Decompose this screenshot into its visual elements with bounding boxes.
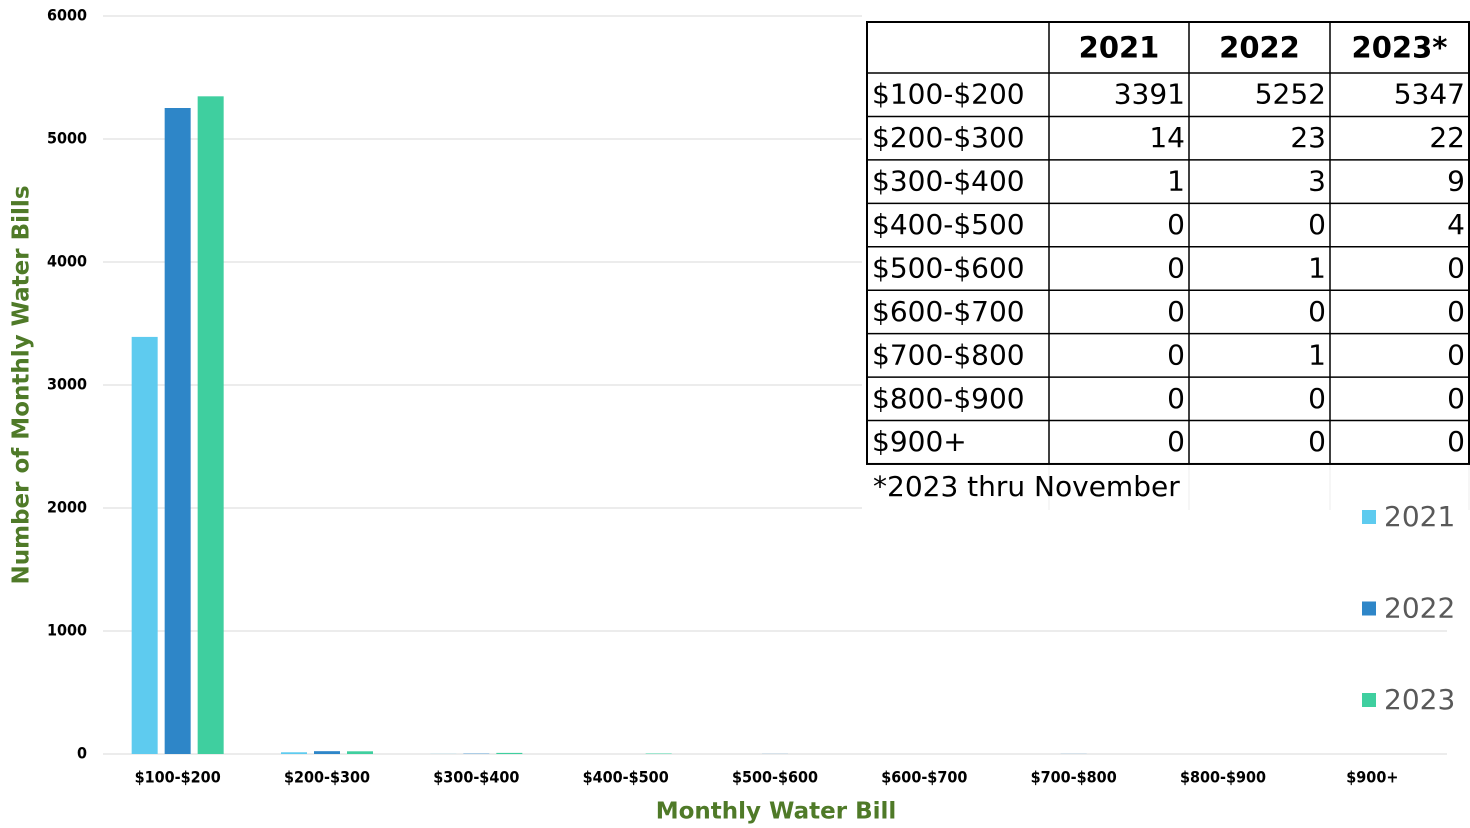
table-row-label: $100-$200 — [872, 78, 1025, 111]
y-tick-label: 5000 — [47, 129, 87, 148]
table-row-label: $900+ — [872, 425, 967, 458]
table-cell: 1 — [1167, 165, 1185, 198]
table-cell: 0 — [1308, 208, 1326, 241]
table-row-label: $200-$300 — [872, 121, 1025, 154]
y-tick-label: 3000 — [47, 375, 87, 394]
table-header: 2023* — [1352, 31, 1448, 65]
table-cell: 0 — [1167, 382, 1185, 415]
table-cell: 0 — [1447, 425, 1465, 458]
table-cell: 1 — [1308, 338, 1326, 371]
table-header: 2022 — [1219, 31, 1300, 65]
table-cell: 23 — [1290, 121, 1326, 154]
x-tick-label: $300-$400 — [433, 768, 519, 787]
x-tick-label: $200-$300 — [284, 768, 370, 787]
table-cell: 22 — [1429, 121, 1465, 154]
legend-swatch — [1362, 693, 1376, 707]
table-row-label: $400-$500 — [872, 208, 1025, 241]
y-axis-title: Number of Monthly Water Bills — [9, 185, 35, 584]
legend-swatch — [1362, 510, 1376, 524]
table-cell: 0 — [1167, 425, 1185, 458]
table-cell: 14 — [1149, 121, 1185, 154]
bar — [281, 752, 307, 754]
table-row-label: $600-$700 — [872, 295, 1025, 328]
table-header: 2021 — [1079, 31, 1160, 65]
table-cell: 0 — [1167, 295, 1185, 328]
table-cell: 0 — [1167, 251, 1185, 284]
y-tick-label: 6000 — [47, 6, 87, 25]
bar — [496, 752, 523, 754]
legend-label: 2021 — [1384, 500, 1455, 533]
table-background — [862, 12, 1470, 512]
x-tick-label: $500-$600 — [732, 768, 818, 787]
bar — [131, 336, 158, 754]
y-tick-label: 0 — [77, 744, 87, 763]
legend-label: 2022 — [1384, 592, 1455, 625]
bar — [164, 108, 191, 754]
x-tick-label: $800-$900 — [1180, 768, 1266, 787]
bar — [347, 751, 373, 754]
table-cell: 5252 — [1255, 78, 1326, 111]
x-tick-label: $600-$700 — [881, 768, 967, 787]
y-tick-label: 4000 — [47, 252, 87, 271]
table-cell: 5347 — [1394, 78, 1465, 111]
table-row-label: $700-$800 — [872, 338, 1025, 371]
table-cell: 0 — [1447, 382, 1465, 415]
x-axis-title: Monthly Water Bill — [656, 799, 897, 825]
table-cell: 0 — [1447, 338, 1465, 371]
table-border — [866, 21, 1470, 465]
table-cell: 1 — [1308, 251, 1326, 284]
x-tick-label: $400-$500 — [583, 768, 669, 787]
table-cell: 4 — [1447, 208, 1465, 241]
y-tick-label: 1000 — [47, 621, 87, 640]
x-tick-label: $100-$200 — [135, 768, 221, 787]
bar — [314, 751, 340, 754]
table-cell: 0 — [1447, 295, 1465, 328]
table-cell: 0 — [1308, 295, 1326, 328]
table-cell: 0 — [1447, 251, 1465, 284]
table-row-label: $800-$900 — [872, 382, 1025, 415]
table-row-label: $500-$600 — [872, 251, 1025, 284]
y-tick-label: 2000 — [47, 498, 87, 517]
table-cell: 0 — [1308, 425, 1326, 458]
table-note: *2023 thru November — [873, 470, 1180, 503]
legend-label: 2023 — [1384, 683, 1455, 716]
bar — [197, 96, 224, 755]
table-cell: 0 — [1167, 208, 1185, 241]
table-row-label: $300-$400 — [872, 165, 1025, 198]
table-cell: 3 — [1308, 165, 1326, 198]
table-cell: 0 — [1308, 382, 1326, 415]
x-tick-label: $900+ — [1346, 768, 1398, 787]
x-tick-label: $700-$800 — [1031, 768, 1117, 787]
legend-swatch — [1362, 601, 1376, 616]
table-cell: 3391 — [1114, 78, 1185, 111]
table-cell: 9 — [1447, 165, 1465, 198]
table-cell: 0 — [1167, 338, 1185, 371]
